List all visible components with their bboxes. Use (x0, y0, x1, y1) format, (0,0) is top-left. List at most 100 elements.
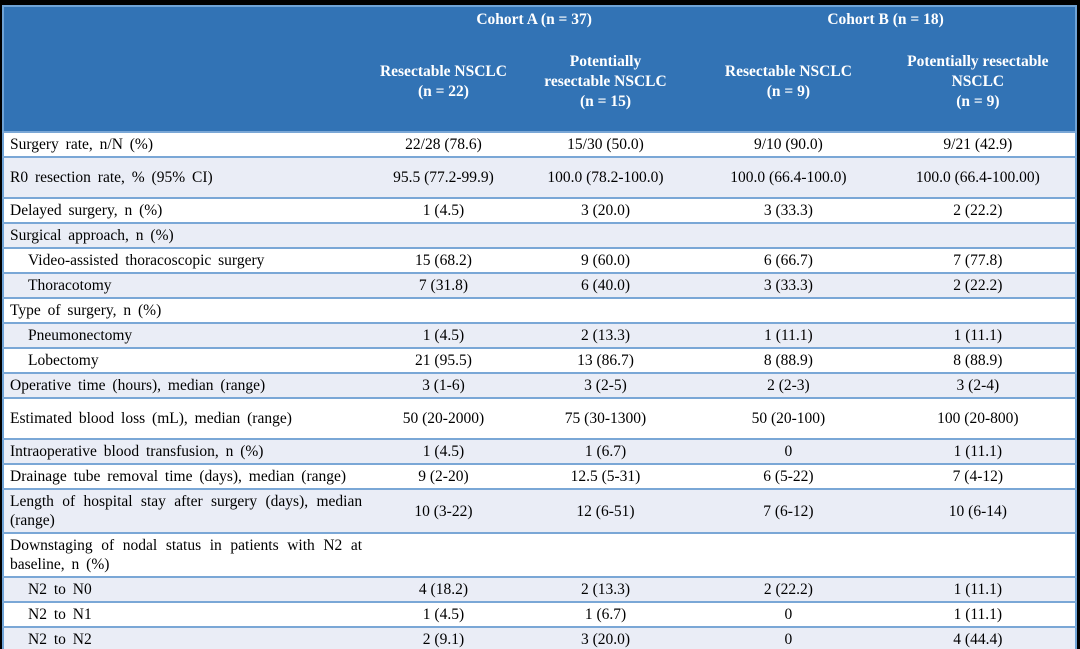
table-row: Thoracotomy 7 (31.8) 6 (40.0) 3 (33.3) 2 (22… (3, 272, 1076, 298)
table-row: Operative time (hours), median (range) 3 … (3, 372, 1076, 398)
value-cell: 9 (60.0) (514, 247, 697, 273)
column-header-0: Resectable NSCLC (n = 22) (372, 34, 515, 132)
value-cell: 2 (9.1) (372, 626, 515, 649)
value-cell: 2 (22.2) (696, 576, 881, 602)
surgical-outcomes-table: Cohort A (n = 37) Cohort B (n = 18) Rese… (2, 5, 1077, 649)
value-cell: 3 (33.3) (696, 272, 881, 298)
row-label: Surgery rate, n/N (%) (3, 131, 373, 157)
row-label: Intraoperative blood transfusion, n (%) (3, 438, 373, 464)
value-cell: 13 (86.7) (514, 347, 697, 373)
table-row: Lobectomy 21 (95.5) 13 (86.7) 8 (88.9) 8 (88… (3, 347, 1076, 373)
value-cell: 22/28 (78.6) (372, 131, 515, 157)
value-cell: 3 (2-5) (514, 372, 697, 398)
row-label: N2 to N1 (3, 601, 373, 627)
value-cell: 0 (696, 626, 881, 649)
row-label: Drainage tube removal time (days), media… (3, 463, 373, 489)
row-label: Delayed surgery, n (%) (3, 197, 373, 223)
value-cell: 95.5 (77.2-99.9) (372, 156, 515, 198)
value-cell (880, 297, 1076, 323)
row-label: R0 resection rate, % (95% CI) (3, 156, 373, 198)
value-cell: 1 (6.7) (514, 438, 697, 464)
value-cell (372, 297, 515, 323)
row-label: Estimated blood loss (mL), median (range… (3, 397, 373, 439)
value-cell: 9 (2-20) (372, 463, 515, 489)
value-cell: 1 (4.5) (372, 197, 515, 223)
table-row: Surgical approach, n (%) (3, 222, 1076, 248)
value-cell: 1 (11.1) (880, 322, 1076, 348)
value-cell: 8 (88.9) (880, 347, 1076, 373)
value-cell: 100.0 (66.4-100.00) (880, 156, 1076, 198)
value-cell: 6 (66.7) (696, 247, 881, 273)
value-cell: 1 (11.1) (880, 601, 1076, 627)
value-cell: 21 (95.5) (372, 347, 515, 373)
value-cell (696, 297, 881, 323)
value-cell: 7 (31.8) (372, 272, 515, 298)
header-corner-cell (3, 6, 373, 34)
value-cell: 50 (20-2000) (372, 397, 515, 439)
table-row: Drainage tube removal time (days), media… (3, 463, 1076, 489)
value-cell: 2 (22.2) (880, 272, 1076, 298)
row-label: Thoracotomy (3, 272, 373, 298)
table-row: Intraoperative blood transfusion, n (%) 1… (3, 438, 1076, 464)
value-cell: 7 (77.8) (880, 247, 1076, 273)
value-cell: 3 (20.0) (514, 197, 697, 223)
value-cell: 3 (33.3) (696, 197, 881, 223)
row-label: Operative time (hours), median (range) (3, 372, 373, 398)
row-label: Downstaging of nodal status in patients … (3, 532, 373, 577)
value-cell: 12 (6-51) (514, 488, 697, 533)
row-label: Lobectomy (3, 347, 373, 373)
column-header-2: Resectable NSCLC (n = 9) (696, 34, 881, 132)
value-cell: 2 (13.3) (514, 322, 697, 348)
column-header-1: Potentially resectable NSCLC (n = 15) (514, 34, 697, 132)
value-cell: 0 (696, 601, 881, 627)
table-row: Estimated blood loss (mL), median (range… (3, 397, 1076, 439)
value-cell: 2 (22.2) (880, 197, 1076, 223)
header-label-cell (3, 34, 373, 132)
row-label: Surgical approach, n (%) (3, 222, 373, 248)
value-cell: 100.0 (78.2-100.0) (514, 156, 697, 198)
value-cell: 1 (11.1) (880, 576, 1076, 602)
value-cell (514, 222, 697, 248)
value-cell (372, 532, 515, 577)
table-row: N2 to N1 1 (4.5) 1 (6.7) 0 1 (11.1) (3, 601, 1076, 627)
value-cell: 15 (68.2) (372, 247, 515, 273)
value-cell: 1 (6.7) (514, 601, 697, 627)
table-row: Downstaging of nodal status in patients … (3, 532, 1076, 577)
value-cell: 50 (20-100) (696, 397, 881, 439)
value-cell: 1 (4.5) (372, 438, 515, 464)
value-cell: 7 (6-12) (696, 488, 881, 533)
row-label: Type of surgery, n (%) (3, 297, 373, 323)
table-row: Surgery rate, n/N (%) 22/28 (78.6) 15/30 (… (3, 131, 1076, 157)
table-row: R0 resection rate, % (95% CI) 95.5 (77.2-… (3, 156, 1076, 198)
column-header-3: Potentially resectable NSCLC (n = 9) (880, 34, 1076, 132)
cohort-group-header-row: Cohort A (n = 37) Cohort B (n = 18) (3, 6, 1076, 34)
value-cell (372, 222, 515, 248)
value-cell: 1 (4.5) (372, 322, 515, 348)
value-cell (696, 532, 881, 577)
value-cell: 2 (13.3) (514, 576, 697, 602)
table-row: Video-assisted thoracoscopic surgery 15 (… (3, 247, 1076, 273)
value-cell: 100.0 (66.4-100.0) (696, 156, 881, 198)
column-header-row: Resectable NSCLC (n = 22) Potentially res… (3, 34, 1076, 132)
table-row: N2 to N2 2 (9.1) 3 (20.0) 0 4 (44.4) (3, 626, 1076, 649)
value-cell: 4 (18.2) (372, 576, 515, 602)
value-cell: 6 (5-22) (696, 463, 881, 489)
value-cell: 100 (20-800) (880, 397, 1076, 439)
table-row: Type of surgery, n (%) (3, 297, 1076, 323)
value-cell: 10 (6-14) (880, 488, 1076, 533)
value-cell (880, 532, 1076, 577)
cohort-a-header: Cohort A (n = 37) (372, 6, 697, 34)
value-cell (696, 222, 881, 248)
row-label: Length of hospital stay after surgery (d… (3, 488, 373, 533)
value-cell: 3 (1-6) (372, 372, 515, 398)
value-cell: 15/30 (50.0) (514, 131, 697, 157)
value-cell: 0 (696, 438, 881, 464)
value-cell: 12.5 (5-31) (514, 463, 697, 489)
value-cell: 1 (11.1) (880, 438, 1076, 464)
value-cell: 9/21 (42.9) (880, 131, 1076, 157)
value-cell: 4 (44.4) (880, 626, 1076, 649)
value-cell: 2 (2-3) (696, 372, 881, 398)
value-cell: 3 (20.0) (514, 626, 697, 649)
value-cell: 1 (4.5) (372, 601, 515, 627)
